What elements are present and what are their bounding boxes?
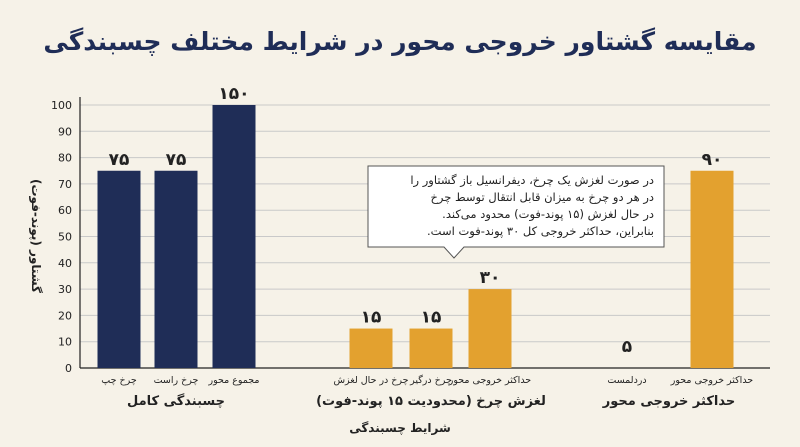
labels: ۷۵ چرخ چپ ۷۵ چرخ راست ۱۵۰ مجموع محور چسبندگی ک… bbox=[101, 84, 753, 409]
annotation-line: در صورت لغزش یک چرخ، دیفرانسیل باز گشتاو… bbox=[410, 173, 654, 188]
bars bbox=[97, 105, 734, 368]
bar-value-label: ۷۵ bbox=[109, 150, 130, 170]
y-axis-title: گشتاور (پوند-فوت) bbox=[28, 179, 43, 293]
y-tick-label: 30 bbox=[58, 283, 72, 296]
y-tick-label: 100 bbox=[51, 99, 72, 112]
bar-value-label: ۳۰ bbox=[480, 268, 501, 288]
category-label: چرخ چپ bbox=[101, 375, 137, 386]
bar bbox=[690, 170, 734, 368]
y-tick-label: 70 bbox=[58, 178, 72, 191]
bar bbox=[349, 328, 393, 368]
x-axis-title: شرایط چسبندگی bbox=[349, 421, 451, 435]
bar bbox=[409, 328, 453, 368]
y-tick-label: 60 bbox=[58, 204, 72, 217]
category-label: مجموع محور bbox=[207, 375, 259, 386]
category-label: چرخ راست bbox=[154, 375, 199, 386]
annotation-line: در حال لغزش (۱۵ پوند-فوت) محدود می‌کند. bbox=[442, 207, 654, 222]
y-tick-label: 0 bbox=[65, 362, 72, 375]
y-tick-label: 40 bbox=[58, 257, 72, 270]
bar-value-label: ۹۰ bbox=[702, 150, 723, 170]
category-label: حداکثر خروجی محور bbox=[670, 375, 754, 386]
bar-value-label: ۷۵ bbox=[166, 150, 187, 170]
y-tick-label: 90 bbox=[58, 125, 72, 138]
group-label: لغزش چرخ (محدودیت ۱۵ پوند-فوت) bbox=[316, 394, 546, 409]
category-label: دردلمست bbox=[607, 375, 646, 386]
y-tick-label: 50 bbox=[58, 231, 72, 244]
category-label: چرخ درگیر bbox=[409, 374, 452, 386]
bar bbox=[212, 105, 256, 368]
bar-value-label: ۱۵۰ bbox=[218, 84, 249, 104]
group-label: چسبندگی کامل bbox=[127, 393, 225, 409]
bar-value-label: ۱۵ bbox=[421, 308, 442, 328]
annotation-box: در صورت لغزش یک چرخ، دیفرانسیل باز گشتاو… bbox=[367, 165, 665, 259]
bar bbox=[97, 170, 141, 368]
bar bbox=[154, 170, 198, 368]
bar bbox=[468, 289, 512, 368]
bar-value-label: ۵ bbox=[622, 337, 632, 357]
bar-value-label: ۱۵ bbox=[361, 308, 382, 328]
y-tick-label: 20 bbox=[58, 309, 72, 322]
category-label: چرخ در حال لغزش bbox=[333, 375, 408, 386]
annotation-line: در هر دو چرخ به میزان قابل انتقال توسط چ… bbox=[430, 190, 654, 205]
y-tick-label: 80 bbox=[58, 152, 72, 165]
y-tick-label: 10 bbox=[58, 336, 72, 349]
annotation-line: بنابراین، حداکثر خروجی کل ۳۰ پوند-فوت اس… bbox=[427, 224, 654, 239]
chart-title: مقایسه گشتاور خروجی محور در شرایط مختلف … bbox=[43, 27, 756, 57]
group-label: حداکثر خروجی محور bbox=[602, 394, 735, 409]
category-label: حداکثر خروجی محور bbox=[448, 375, 532, 386]
